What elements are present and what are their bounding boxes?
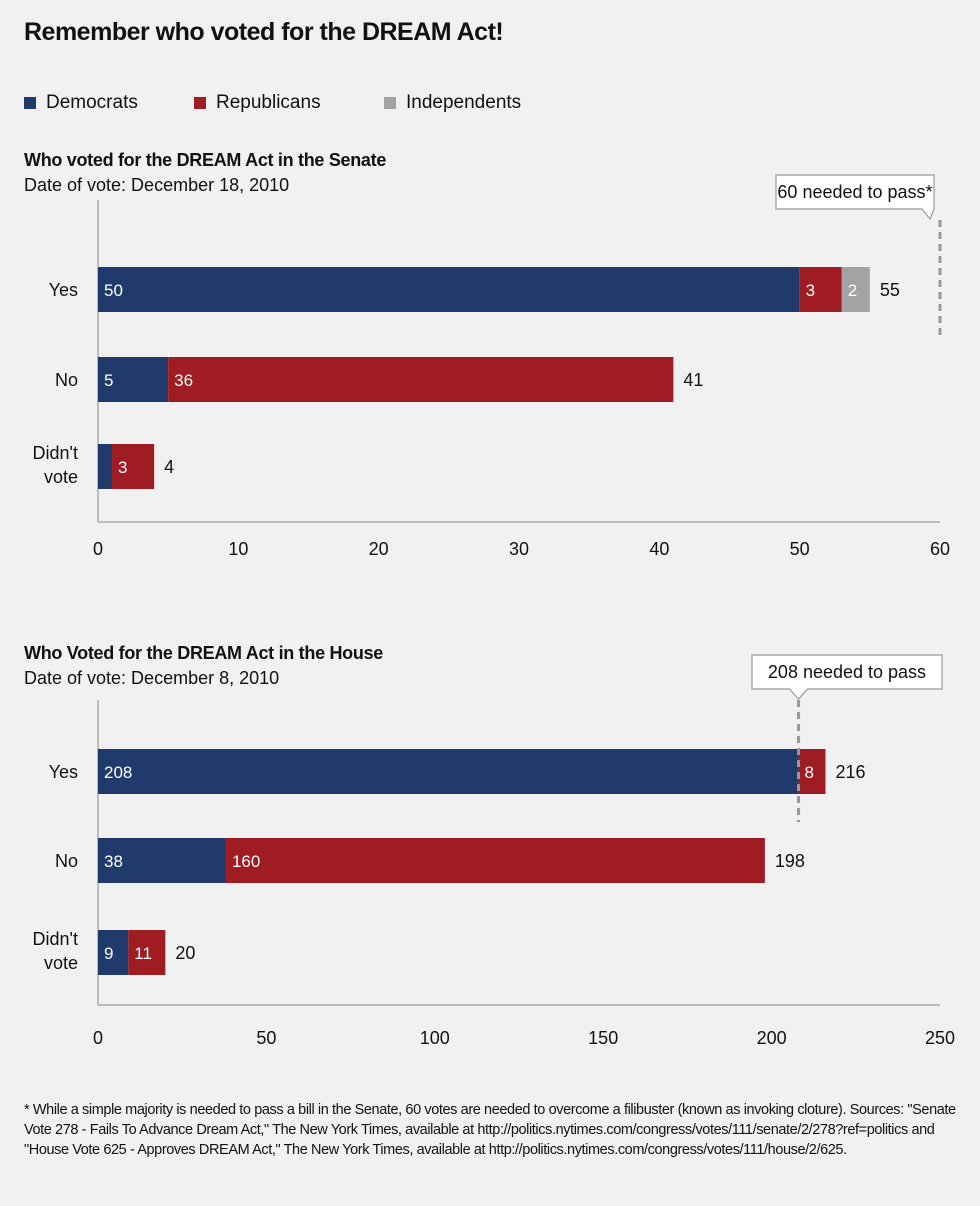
category-label: Yes [49,280,78,300]
bar-democrats [98,749,799,794]
bar-republicans [799,267,842,312]
x-tick-label: 50 [256,1028,276,1048]
bar-value-label: 5 [104,371,113,390]
x-tick-label: 0 [93,1028,103,1048]
category-label: No [55,370,78,390]
threshold-callout [751,654,943,700]
legend-independents: Independents [384,92,521,114]
bar-value-label: 38 [104,852,123,871]
page-title: Remember who voted for the DREAM Act! [24,18,504,46]
bar-democrats [98,357,169,402]
bar-republicans [798,749,826,794]
total-label: 198 [775,851,805,871]
threshold-label: 208 needed to pass [768,662,926,682]
bar-democrats [98,930,129,975]
total-label: 41 [683,370,703,390]
senate-chart-title: Who voted for the DREAM Act in the Senat… [24,150,387,170]
x-tick-label: 20 [369,539,389,559]
total-label: 216 [835,762,865,782]
bar-democrats [98,267,800,312]
category-label: Yes [49,762,78,782]
category-label: vote [44,467,78,487]
footnote: * While a simple majority is needed to p… [24,1102,956,1158]
x-tick-label: 150 [588,1028,618,1048]
x-tick-label: 250 [925,1028,955,1048]
x-tick-label: 100 [420,1028,450,1048]
legend-democrats: Democrats [24,92,138,114]
bar-value-label: 50 [104,281,123,300]
legend-swatch [384,97,396,109]
bar-value-label: 3 [806,281,815,300]
legend-swatch [24,97,36,109]
legend-label: Democrats [46,92,138,113]
bar-value-label: 160 [232,852,260,871]
total-label: 4 [164,457,174,477]
bar-democrats [98,444,113,489]
senate-chart-subtitle: Date of vote: December 18, 2010 [24,175,290,195]
bar-value-label: 3 [118,458,127,477]
bar-republicans [168,357,674,402]
legend-republicans: Republicans [194,92,321,114]
legend-swatch [194,97,206,109]
legend-label: Independents [406,92,522,113]
bar-value-label: 11 [134,944,152,963]
total-label: 55 [880,280,900,300]
threshold-callout [775,174,935,221]
x-tick-label: 50 [790,539,810,559]
x-tick-label: 0 [93,539,103,559]
x-tick-label: 40 [649,539,669,559]
category-label: No [55,851,78,871]
bar-value-label: 36 [174,371,193,390]
bar-independents [841,267,870,312]
x-tick-label: 200 [757,1028,787,1048]
threshold-label: 60 needed to pass* [777,182,932,202]
house-chart-subtitle: Date of vote: December 8, 2010 [24,668,280,688]
bar-republicans [128,930,166,975]
bar-republicans [112,444,155,489]
bar-value-label: 2 [848,281,857,300]
x-tick-label: 30 [509,539,529,559]
house-chart-title: Who Voted for the DREAM Act in the House [24,643,383,663]
bar-republicans [225,838,765,883]
category-label: Didn't [33,443,78,463]
bar-value-label: 9 [104,944,113,963]
x-tick-label: 60 [930,539,950,559]
bar-value-label: 208 [104,763,132,782]
bar-value-label: 8 [805,763,814,782]
bar-democrats [98,838,226,883]
x-tick-label: 10 [228,539,248,559]
legend-label: Republicans [216,92,321,113]
category-label: vote [44,953,78,973]
category-label: Didn't [33,929,78,949]
total-label: 20 [175,943,195,963]
